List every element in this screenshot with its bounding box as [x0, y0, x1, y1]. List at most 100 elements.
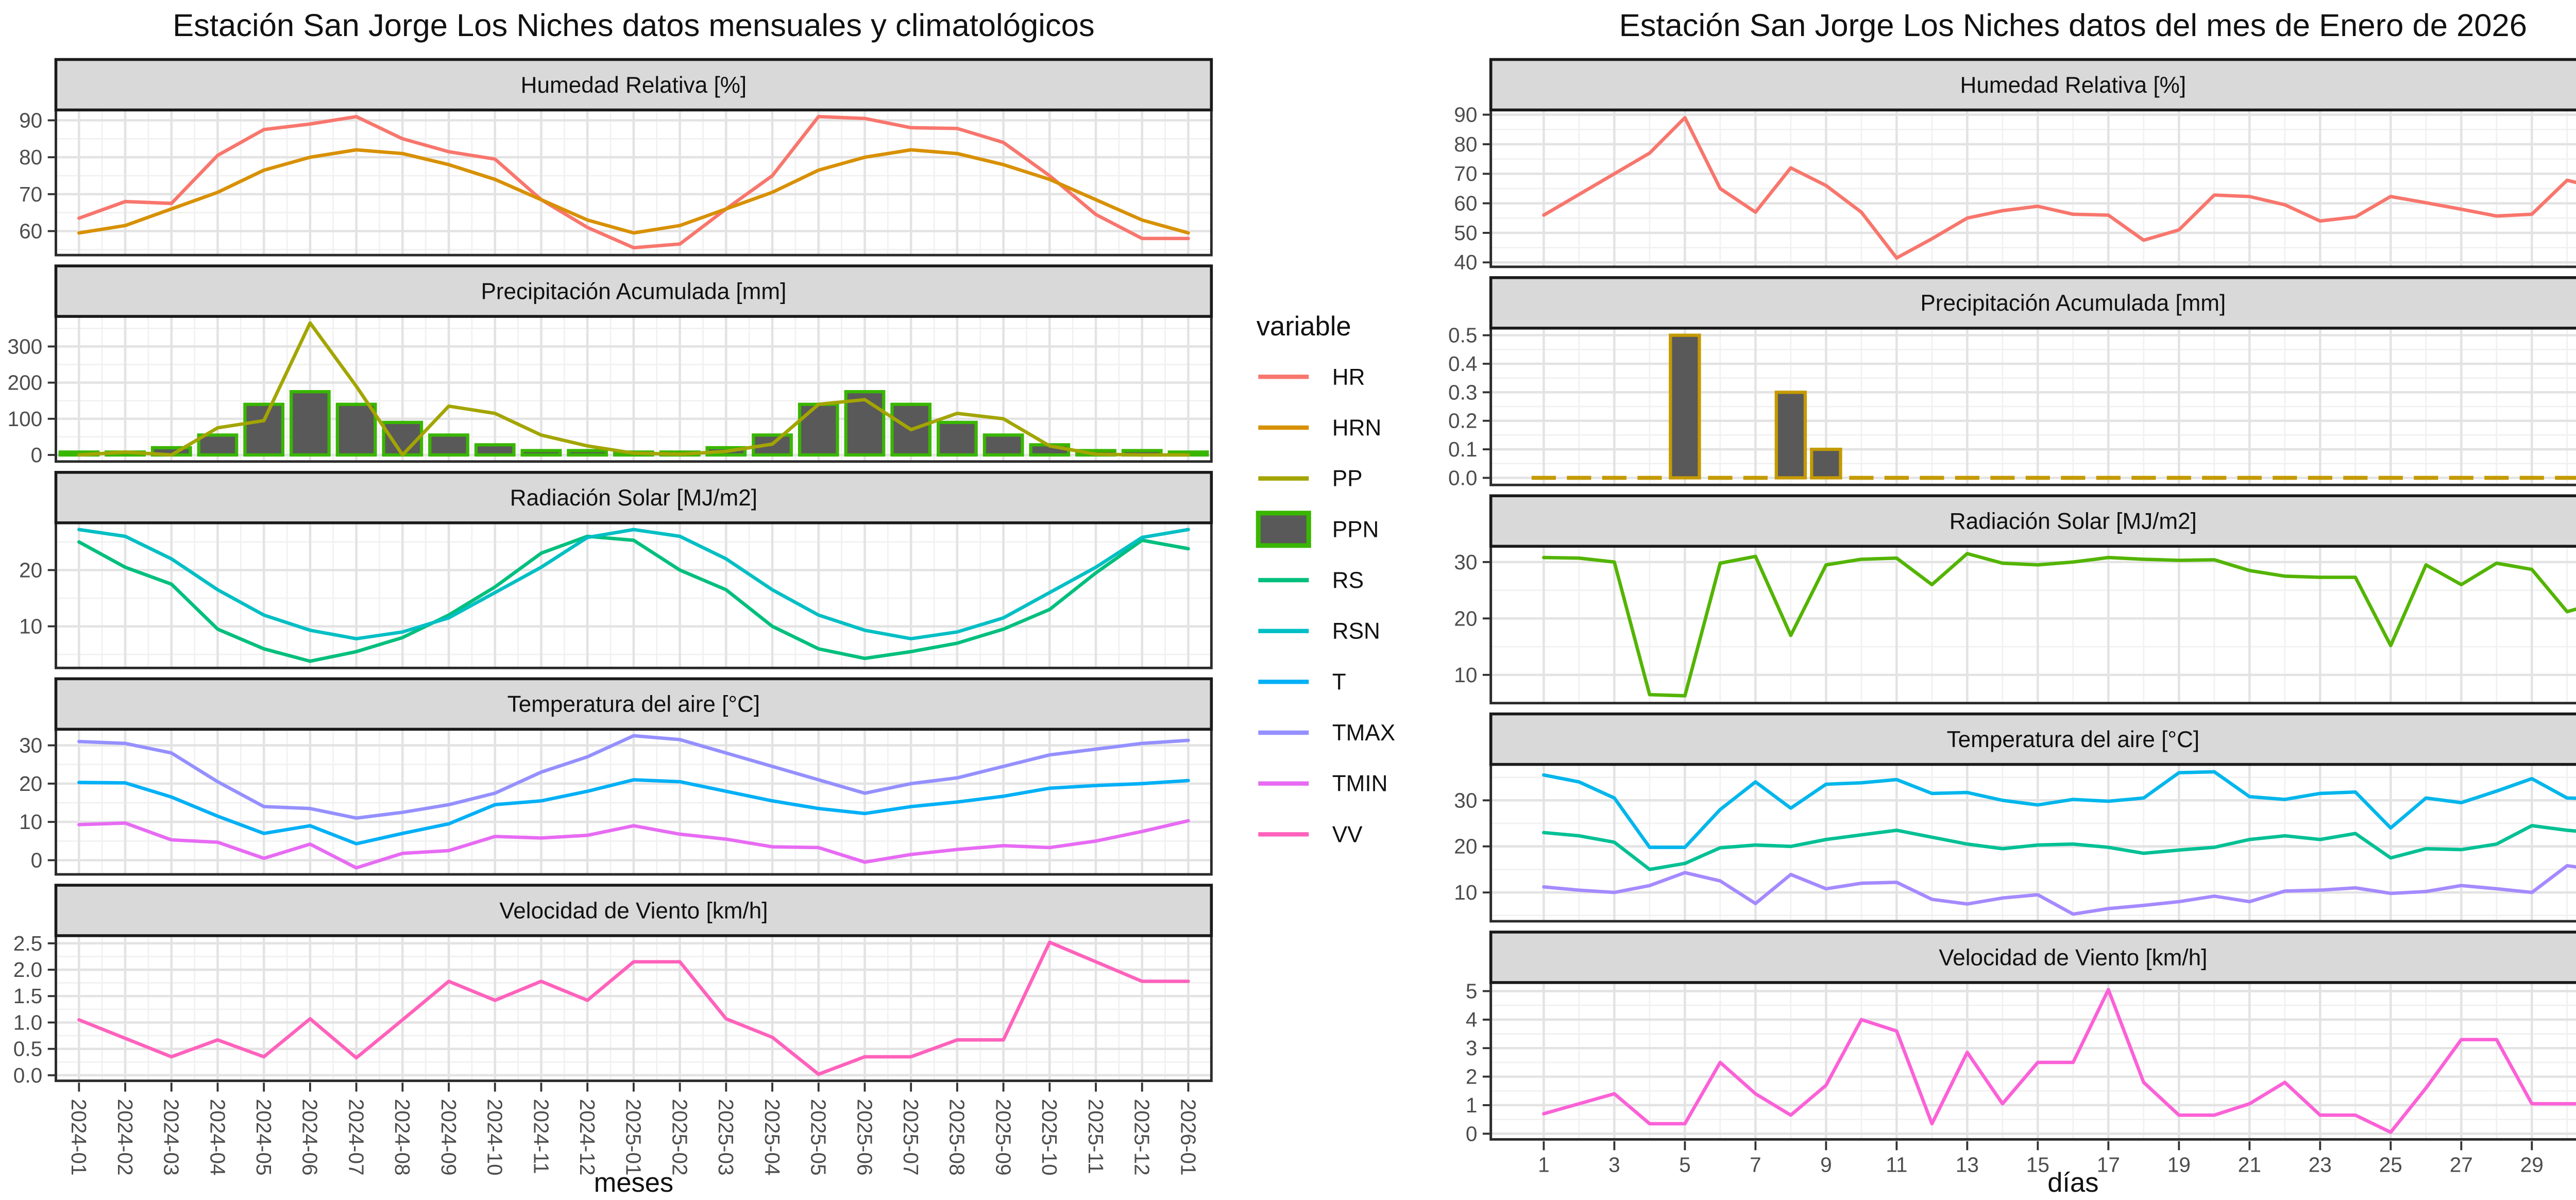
y-tick-label: 90 — [19, 109, 42, 132]
y-tick-label: 50 — [1454, 221, 1477, 245]
y-tick-label: 1.0 — [13, 1010, 42, 1034]
y-tick-label: 10 — [19, 810, 42, 834]
y-tick-label: 3 — [1466, 1036, 1478, 1060]
bar-series-PP — [1531, 333, 2576, 480]
line-series-T — [77, 778, 1190, 846]
line-series-RS — [77, 534, 1190, 663]
panel-humedad-relativa-: Humedad Relativa [%] 40 50 60 70 80 90 — [1454, 58, 2576, 274]
x-tick-label: 21 — [2238, 1153, 2261, 1176]
y-tick-label: 70 — [1454, 162, 1477, 185]
x-tick-label: 9 — [1820, 1153, 1832, 1176]
y-tick-label: 1 — [1466, 1093, 1478, 1117]
y-tick-label: 2.0 — [13, 958, 42, 982]
y-tick-label: 2 — [1466, 1065, 1478, 1089]
line-series-HR — [77, 115, 1190, 250]
line-series-HR — [1542, 116, 2576, 260]
line-series-VV — [1542, 988, 2576, 1134]
x-tick-label: 11 — [1886, 1153, 1907, 1176]
legend-label-HRN: HRN — [1332, 415, 1382, 441]
x-tick-label: 29 — [2520, 1153, 2544, 1176]
x-tick-label: 2025-10 — [1038, 1099, 1061, 1176]
facet-strip-label: Velocidad de Viento [km/h] — [499, 898, 768, 923]
legend-title: variable — [1257, 311, 1351, 342]
y-tick-label: 80 — [1454, 132, 1477, 156]
y-tick-label: 0.5 — [13, 1037, 42, 1061]
legend-label-VV: VV — [1332, 822, 1363, 847]
y-tick-label: 80 — [19, 145, 42, 169]
line-series-VV — [77, 940, 1190, 1076]
legend-label-PP: PP — [1332, 466, 1363, 492]
line-series-TMIN — [1542, 864, 2576, 916]
x-tick-label: 2026-01 — [1176, 1099, 1200, 1176]
legend-label-TMAX: TMAX — [1332, 720, 1395, 746]
y-tick-label: 20 — [19, 558, 42, 582]
y-tick-label: 30 — [19, 734, 42, 757]
x-tick-label: 2024-01 — [67, 1099, 91, 1176]
monthly-figure-title: Estación San Jorge Los Niches datos mens… — [173, 7, 1095, 43]
x-tick-label: 2024-05 — [252, 1099, 276, 1176]
y-tick-label: 5 — [1466, 979, 1478, 1003]
x-tick-label: 2024-02 — [113, 1099, 137, 1176]
y-tick-label: 20 — [1454, 835, 1477, 858]
x-tick-label: 17 — [2097, 1153, 2120, 1176]
y-tick-label: 60 — [19, 219, 42, 243]
x-tick-label: 19 — [2167, 1153, 2191, 1176]
y-tick-label: 20 — [1454, 606, 1477, 630]
x-tick-label: 25 — [2379, 1153, 2402, 1176]
panel-velocidad-de-viento-km-h-: Velocidad de Viento [km/h] 0 1 2 3 4 5 — [1466, 931, 2576, 1145]
panel-radiaci-n-solar-mj-m2-: Radiación Solar [MJ/m2] 10 20 30 — [1454, 494, 2576, 705]
line-series-HRN — [77, 148, 1190, 235]
figure-monthly: Humedad Relativa [%] 60 70 80 90 Precipitació… — [8, 58, 1395, 1198]
y-tick-label: 0.1 — [1448, 437, 1477, 461]
line-series-TMAX — [1542, 770, 2576, 849]
y-tick-label: 0.0 — [1448, 466, 1477, 489]
legend-label-RS: RS — [1332, 568, 1364, 593]
y-tick-label: 70 — [19, 182, 42, 206]
x-tick-label: 2024-11 — [529, 1099, 553, 1174]
daily-figure-title: Estación San Jorge Los Niches datos del … — [1619, 7, 2528, 43]
x-axis-title: meses — [594, 1168, 674, 1198]
y-tick-label: 0 — [31, 849, 43, 872]
facet-strip-label: Temperatura del aire [°C] — [1947, 727, 2199, 752]
facet-strip — [54, 470, 1213, 525]
x-tick-label: 1 — [1538, 1153, 1550, 1176]
legend-label-T: T — [1332, 669, 1346, 695]
y-tick-label: 0.4 — [1448, 352, 1477, 376]
y-tick-label: 300 — [8, 334, 43, 358]
x-tick-label: 2025-03 — [714, 1099, 738, 1176]
panel-precipitaci-n-acumulada-mm-: Precipitación Acumulada [mm] 0 100 200 300 — [8, 264, 1213, 467]
y-tick-label: 90 — [1454, 103, 1477, 127]
x-tick-label: 2024-09 — [437, 1099, 461, 1176]
x-tick-label: 15 — [2026, 1153, 2049, 1176]
x-tick-label: 2025-01 — [622, 1099, 646, 1176]
facet-strip — [1489, 494, 2576, 548]
facet-strip — [1489, 58, 2576, 112]
line-series-RS — [1542, 552, 2576, 698]
line-series-PP — [77, 321, 1190, 457]
panel-precipitaci-n-acumulada-mm-: Precipitación Acumulada [mm] 0.0 0.1 0.2 0.3… — [1448, 276, 2576, 489]
y-tick-label: 2.5 — [13, 932, 42, 955]
facet-strip — [1489, 712, 2576, 766]
x-tick-label: 2025-09 — [991, 1099, 1015, 1176]
x-tick-label: 2024-07 — [344, 1099, 368, 1176]
y-tick-label: 40 — [1454, 250, 1477, 274]
y-tick-label: 0.0 — [13, 1063, 42, 1087]
x-tick-label: 2025-11 — [1084, 1099, 1108, 1174]
x-tick-label: 2025-08 — [945, 1099, 969, 1176]
facet-strip-label: Radiación Solar [MJ/m2] — [1950, 509, 2197, 534]
legend-label-RSN: RSN — [1332, 619, 1380, 644]
x-tick-label: 2024-12 — [575, 1099, 599, 1176]
facet-strip — [54, 58, 1213, 112]
x-tick-label: 5 — [1679, 1153, 1691, 1176]
facet-strip-label: Radiación Solar [MJ/m2] — [510, 485, 757, 511]
line-series-RSN — [77, 528, 1190, 640]
y-tick-label: 30 — [1454, 788, 1477, 812]
panel-velocidad-de-viento-km-h-: Velocidad de Viento [km/h]0.00.51.01.52.… — [13, 884, 1213, 1087]
x-tick-label: 13 — [1956, 1153, 1979, 1176]
legend-label-TMIN: TMIN — [1332, 771, 1388, 797]
facet-strip — [1489, 931, 2576, 984]
y-tick-label: 0 — [31, 443, 43, 467]
x-tick-label: 2025-07 — [899, 1099, 923, 1176]
